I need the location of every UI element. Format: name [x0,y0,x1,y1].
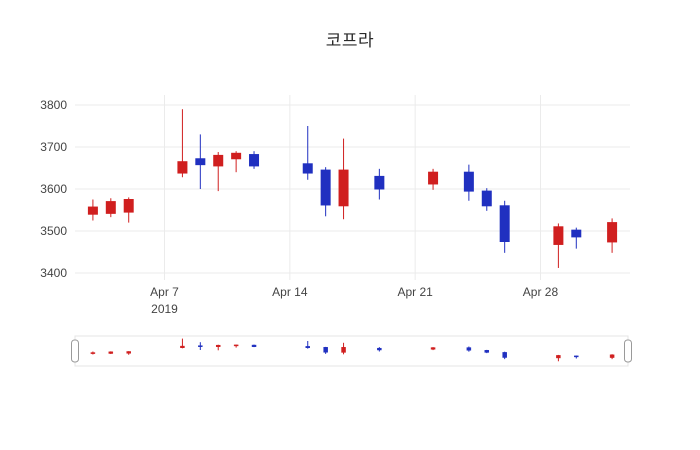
rangeslider-candle-body [609,354,615,358]
candle-body[interactable] [607,222,618,243]
rangeslider-candle-body [215,344,221,347]
x-tick-label: Apr 21 [397,285,433,299]
candle-body[interactable] [302,163,313,174]
candle-body[interactable] [338,169,349,207]
candle-body[interactable] [571,229,582,238]
candle-body[interactable] [553,226,564,245]
rangeslider-candle-body [108,351,114,354]
y-tick-label: 3600 [40,182,67,196]
rangeslider-candle-body [484,350,490,353]
candle-body[interactable] [463,171,474,192]
candle-body[interactable] [177,161,188,174]
candle-body[interactable] [481,190,492,207]
y-tick-label: 3500 [40,224,67,238]
rangeslider-handle-left[interactable] [71,339,79,363]
rangeslider-candle-body [233,344,239,347]
candle-body[interactable] [87,206,98,215]
candle-body[interactable] [231,152,242,160]
y-tick-label: 3700 [40,140,67,154]
rangeslider-candle-body [180,345,185,348]
rangeslider-candle-body [556,355,561,359]
x-tick-label: Apr 7 [150,285,179,299]
candle-body[interactable] [213,154,224,167]
candle-body[interactable] [428,171,439,185]
rangeslider-handle-right[interactable] [624,339,632,363]
candle-body[interactable] [105,201,116,214]
rangeslider[interactable] [74,335,629,367]
candle-body[interactable] [499,205,510,243]
rangeslider-candle-body [305,346,310,348]
candle-body[interactable] [195,158,206,166]
y-tick-label: 3800 [40,98,67,112]
rangeslider-candle-body [377,347,382,351]
candle-body[interactable] [123,199,134,213]
rangeslider-candle-body [323,347,328,353]
x-tick-label: Apr 14 [272,285,308,299]
x-tick-sublabel: 2019 [151,302,178,316]
rangeslider-candle-body [466,347,472,351]
y-tick-label: 3400 [40,266,67,280]
rangeslider-candle-body [126,351,131,354]
candle-body[interactable] [320,169,331,206]
rangeslider-candle-body [574,355,579,358]
rangeslider-candle-body [251,344,257,347]
candle-body[interactable] [249,154,260,167]
rangeslider-candle-body [90,352,96,354]
x-tick-label: Apr 28 [523,285,559,299]
rangeslider-candle-body [502,352,507,358]
rangeslider-candle-body [198,345,203,347]
chart-title: 코프라 [325,31,375,50]
rangeslider-candle-body [430,347,436,350]
rangeslider-candle-body [341,347,346,353]
candle-body[interactable] [374,175,385,190]
